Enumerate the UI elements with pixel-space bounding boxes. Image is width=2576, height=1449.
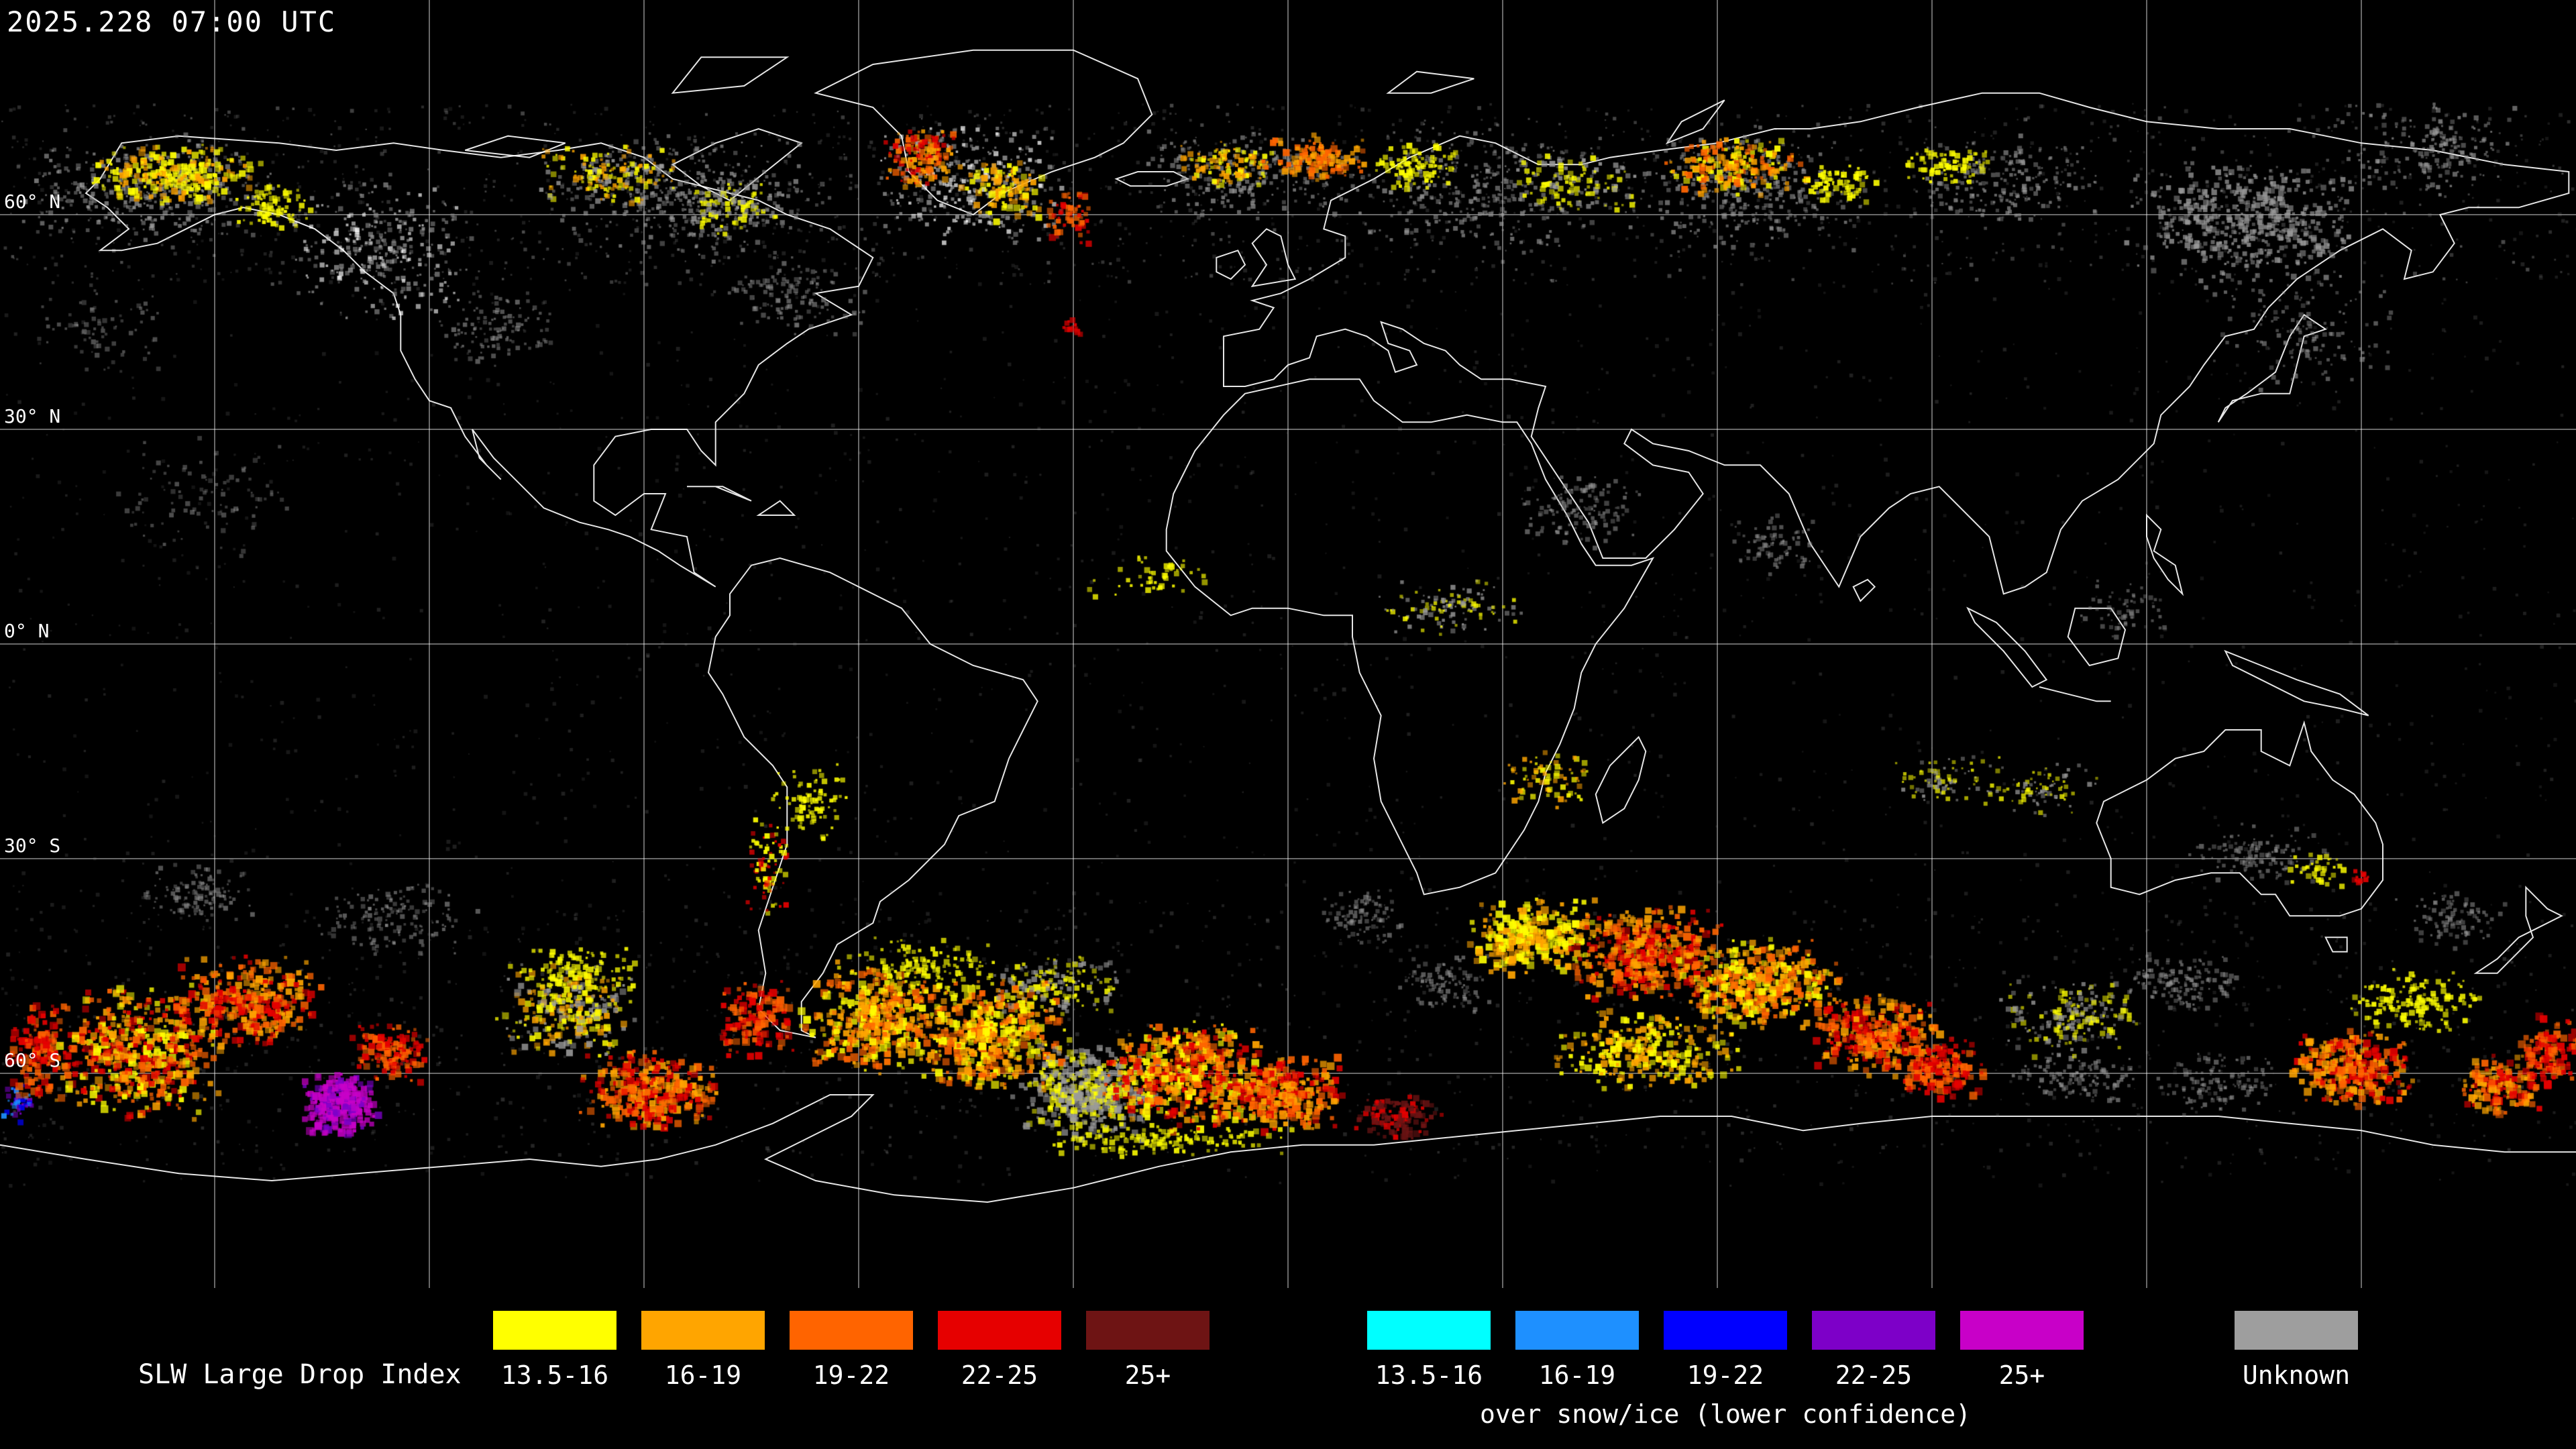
- legend-swatch: [641, 1311, 765, 1350]
- legend-swatch: [1960, 1311, 2084, 1350]
- bin-unknown-Unknown: Unknown: [2235, 1311, 2358, 1390]
- legend-swatch: [1086, 1311, 1210, 1350]
- legend-swatch: [1367, 1311, 1491, 1350]
- legend-bin-label: 19-22: [812, 1360, 890, 1390]
- legend-bin-label: 25+: [1124, 1360, 1171, 1390]
- legend-swatch: [2235, 1311, 2358, 1350]
- legend-bin-label: 13.5-16: [500, 1360, 609, 1390]
- bin-snowice-25+: 25+: [1960, 1311, 2084, 1390]
- legend-title: SLW Large Drop Index: [138, 1359, 462, 1390]
- world-map: 2025.228 07:00 UTC 60° N 30° N 0° N 30° S 60…: [0, 0, 2576, 1288]
- legend-bin-label: 22-25: [961, 1360, 1038, 1390]
- lat-label-0N: 0° N: [4, 620, 50, 642]
- bin-snowice-13.516: 13.5-16: [1367, 1311, 1491, 1390]
- bin-25+: 25+: [1086, 1311, 1210, 1390]
- bin-1922: 19-22: [790, 1311, 913, 1390]
- legend-bin-label: 19-22: [1686, 1360, 1764, 1390]
- legend-swatch: [493, 1311, 616, 1350]
- bin-snowice-1619: 16-19: [1515, 1311, 1639, 1390]
- legend-swatch: [1515, 1311, 1639, 1350]
- legend-bin-label: 16-19: [664, 1360, 742, 1390]
- bin-1619: 16-19: [641, 1311, 765, 1390]
- bin-2225: 22-25: [938, 1311, 1061, 1390]
- legend-swatch: [938, 1311, 1061, 1350]
- timestamp: 2025.228 07:00 UTC: [7, 5, 337, 38]
- bin-snowice-2225: 22-25: [1812, 1311, 1935, 1390]
- lat-label-60S: 60° S: [4, 1049, 61, 1071]
- legend-bin-label: 25+: [1998, 1360, 2045, 1390]
- lat-label-30N: 30° N: [4, 405, 61, 427]
- lat-label-60N: 60° N: [4, 191, 61, 213]
- legend-bins-snowice: 13.5-16 16-19 19-22 22-25 25+: [1367, 1311, 2084, 1390]
- legend: SLW Large Drop Index 13.5-16 16-19 19-22 22…: [0, 1288, 2576, 1449]
- bin-snowice-1922: 19-22: [1664, 1311, 1787, 1390]
- slw-data-overlay: [0, 0, 2576, 1288]
- lat-label-30S: 30° S: [4, 835, 61, 857]
- legend-bin-label: 16-19: [1538, 1360, 1616, 1390]
- bin-13.516: 13.5-16: [493, 1311, 616, 1390]
- legend-bin-label: Unknown: [2242, 1360, 2351, 1390]
- legend-bin-unknown: Unknown: [2235, 1311, 2358, 1390]
- legend-swatch: [790, 1311, 913, 1350]
- legend-snowice-caption: over snow/ice (lower confidence): [1479, 1399, 1972, 1429]
- legend-swatch: [1664, 1311, 1787, 1350]
- legend-bins-main: 13.5-16 16-19 19-22 22-25 25+: [493, 1311, 1210, 1390]
- legend-bin-label: 22-25: [1835, 1360, 1913, 1390]
- legend-swatch: [1812, 1311, 1935, 1350]
- legend-bin-label: 13.5-16: [1375, 1360, 1483, 1390]
